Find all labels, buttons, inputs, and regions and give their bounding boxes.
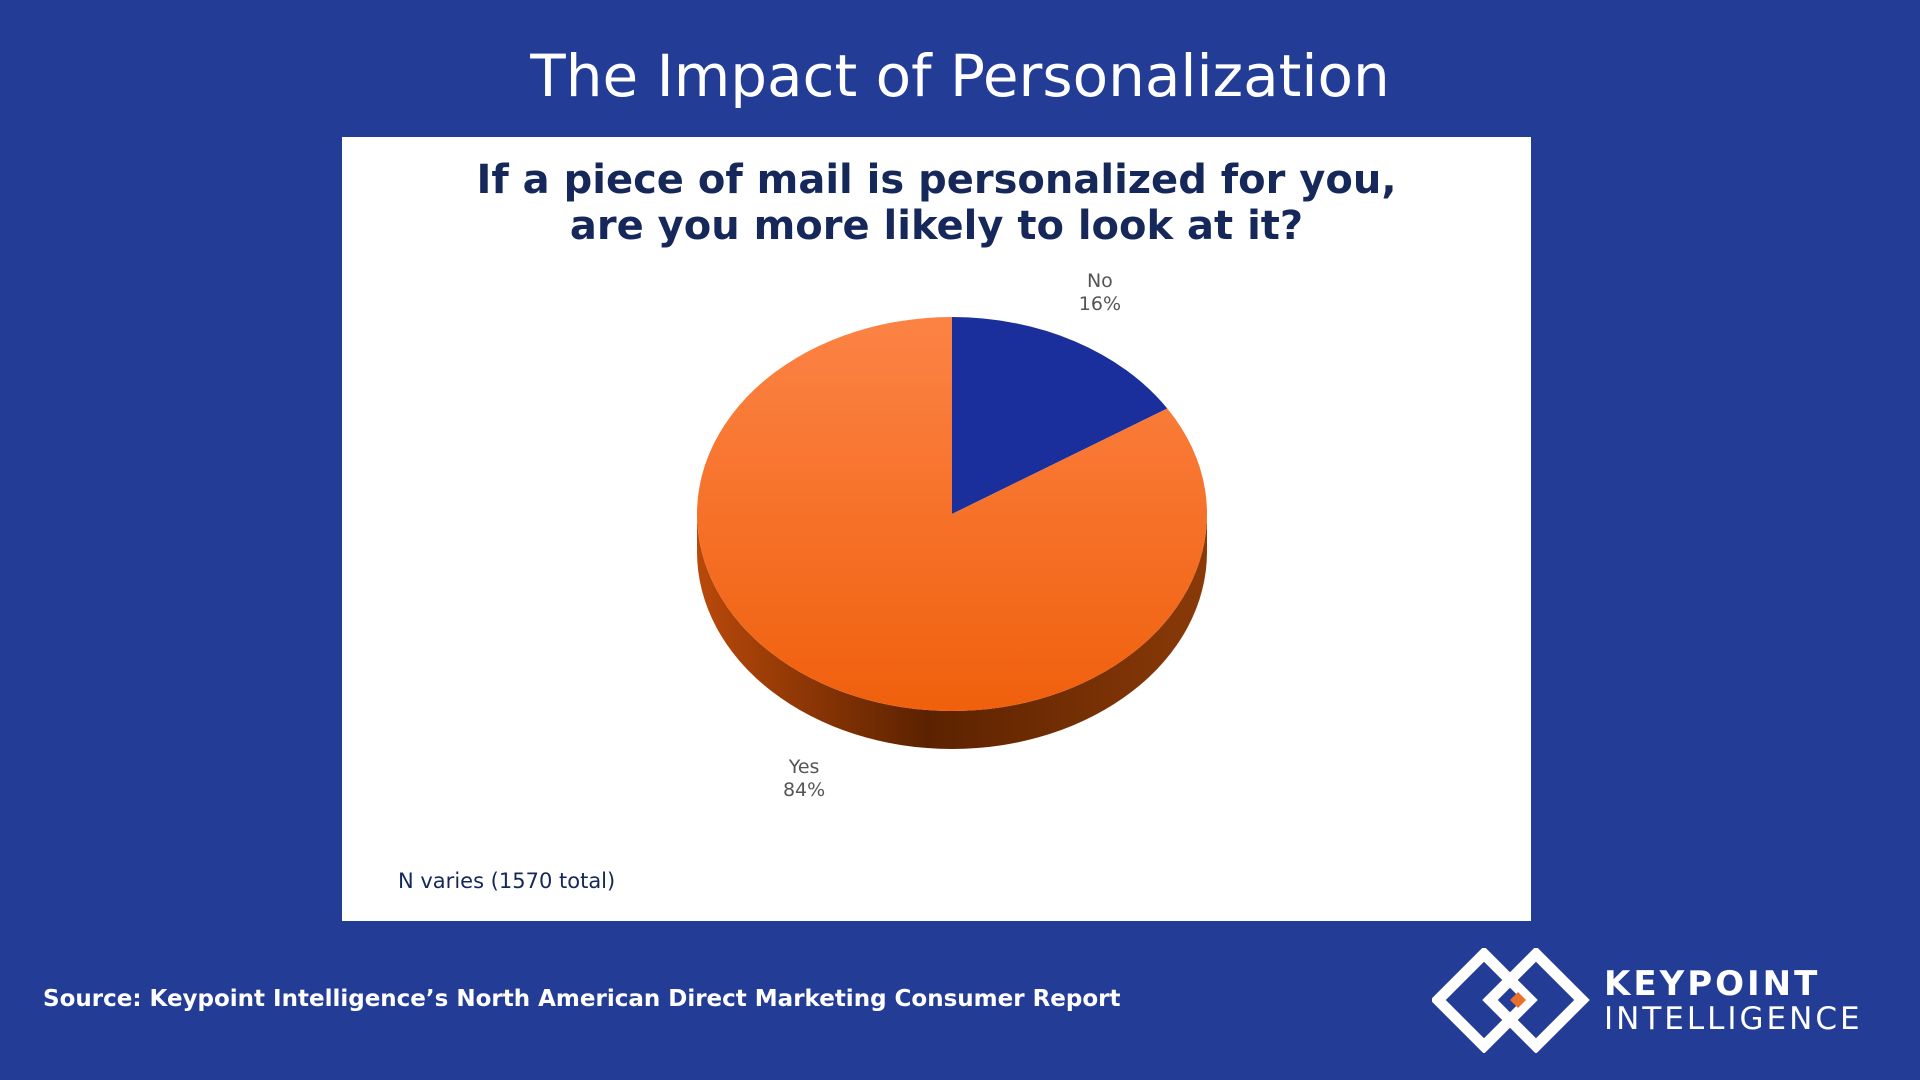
logo-text-keypoint: KEYPOINT bbox=[1604, 964, 1821, 1004]
pie-side-depth bbox=[697, 514, 1207, 749]
source-citation: Source: Keypoint Intelligence’s North Am… bbox=[43, 986, 1121, 1012]
logo-text-intelligence: INTELLIGENCE bbox=[1604, 1001, 1863, 1037]
chart-title: If a piece of mail is personalized for y… bbox=[342, 157, 1531, 249]
sample-size-note: N varies (1570 total) bbox=[398, 869, 616, 893]
diamond-logo-icon bbox=[1432, 948, 1590, 1053]
keypoint-logo: KEYPOINT INTELLIGENCE bbox=[1432, 948, 1860, 1053]
chart-title-line-2: are you more likely to look at it? bbox=[569, 203, 1304, 249]
pie-label-no: No bbox=[1087, 270, 1113, 292]
pie-value-yes: 84% bbox=[783, 779, 825, 801]
chart-title-line-1: If a piece of mail is personalized for y… bbox=[476, 157, 1397, 203]
pie-slice-yes bbox=[697, 317, 1207, 711]
slide-title: The Impact of Personalization bbox=[530, 42, 1390, 110]
pie-value-no: 16% bbox=[1079, 293, 1121, 315]
pie-label-yes: Yes bbox=[788, 756, 820, 778]
chart-card: If a piece of mail is personalized for y… bbox=[342, 137, 1531, 921]
pie-slice-no bbox=[952, 317, 1168, 514]
